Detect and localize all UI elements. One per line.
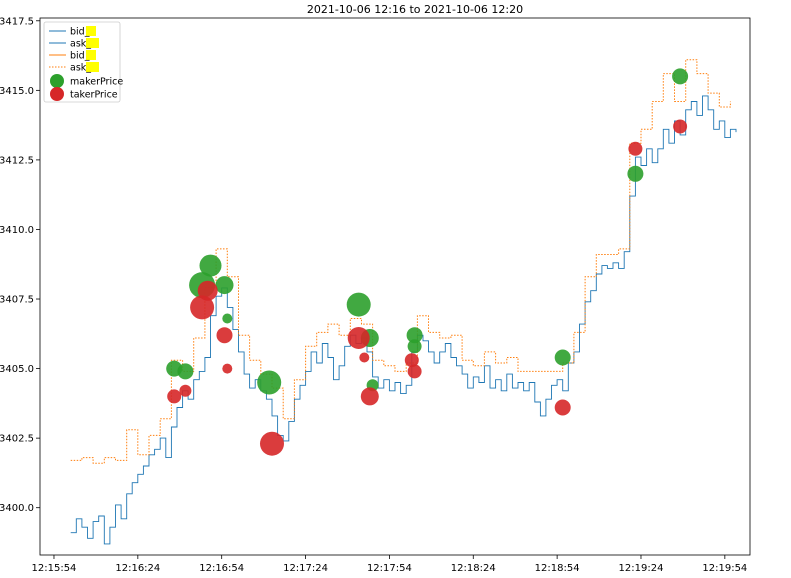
- y-tick-label: 3407.5: [0, 295, 34, 306]
- taker-price-point: [190, 295, 215, 320]
- taker-price-point: [360, 387, 379, 406]
- legend-label: bid_: [70, 27, 90, 38]
- taker-price-point: [554, 399, 571, 416]
- taker-price-point: [347, 327, 370, 349]
- x-axis: 12:15:54 12:16:24 12:16:54 12:17:24 12:17:54…: [32, 555, 747, 574]
- y-tick-label: 3415.0: [0, 86, 34, 97]
- x-tick-label: 12:15:54: [32, 563, 77, 574]
- legend-marker-swatch: [50, 74, 64, 88]
- plot-frame: [39, 17, 751, 556]
- taker-price-point: [673, 119, 688, 134]
- legend-highlight-mark: [86, 62, 99, 72]
- x-tick-label: 12:17:54: [367, 563, 412, 574]
- taker-price-point: [359, 352, 370, 363]
- maker-price-point: [199, 254, 222, 277]
- y-tick-label: 3405.0: [0, 364, 34, 375]
- taker-price-point: [260, 431, 284, 456]
- maker-price-point: [627, 165, 644, 182]
- legend-label: takerPrice: [70, 90, 118, 101]
- plot-area: [40, 18, 750, 555]
- y-tick-label: 3400.0: [0, 503, 34, 514]
- maker-price-point: [554, 349, 571, 366]
- maker-price-point: [407, 339, 422, 354]
- x-tick-label: 12:17:24: [283, 563, 328, 574]
- taker-price-point: [407, 364, 422, 379]
- legend-highlight-mark: [86, 26, 96, 36]
- y-tick-label: 3412.5: [0, 155, 34, 166]
- legend-label: ask_: [70, 63, 91, 74]
- x-tick-label: 12:19:54: [702, 563, 747, 574]
- y-tick-label: 3402.5: [0, 434, 34, 445]
- legend-highlight-mark: [86, 50, 96, 60]
- series-line-1: [70, 95, 737, 545]
- taker-price-point: [222, 363, 233, 374]
- x-tick-label: 12:18:54: [535, 563, 580, 574]
- maker-price-point: [177, 363, 194, 380]
- x-tick-label: 12:16:24: [115, 563, 160, 574]
- series-layer: [70, 59, 737, 545]
- x-tick-label: 12:16:54: [199, 563, 244, 574]
- taker-price-point: [216, 327, 233, 344]
- taker-price-point: [404, 353, 419, 368]
- y-tick-label: 3410.0: [0, 225, 34, 236]
- legend-label: bid_: [70, 51, 90, 62]
- series-line-2: [70, 59, 731, 464]
- taker-price-point: [197, 280, 218, 301]
- y-tick-label: 3417.5: [0, 16, 34, 27]
- x-tick-label: 12:18:24: [451, 563, 496, 574]
- legend-marker-swatch: [50, 87, 64, 101]
- y-axis: 3400.0 3402.5 3405.0 3407.5 3410.0 3412.5 3415…: [0, 16, 40, 514]
- maker-price-point: [346, 292, 371, 317]
- legend-label: makerPrice: [70, 77, 123, 88]
- legend-label: ask_: [70, 39, 91, 50]
- maker-price-point: [257, 370, 282, 395]
- taker-price-point: [179, 384, 192, 397]
- chart-title: 2021-10-06 12:16 to 2021-10-06 12:20: [307, 3, 523, 16]
- marker-layer: [166, 68, 689, 456]
- taker-price-point: [628, 141, 643, 156]
- taker-price-point: [167, 389, 182, 404]
- maker-price-point: [406, 327, 423, 344]
- maker-price-point: [672, 68, 689, 85]
- x-tick-label: 12:19:24: [619, 563, 664, 574]
- legend-highlight-mark: [86, 38, 99, 48]
- maker-price-point: [215, 276, 234, 295]
- maker-price-point: [222, 313, 233, 324]
